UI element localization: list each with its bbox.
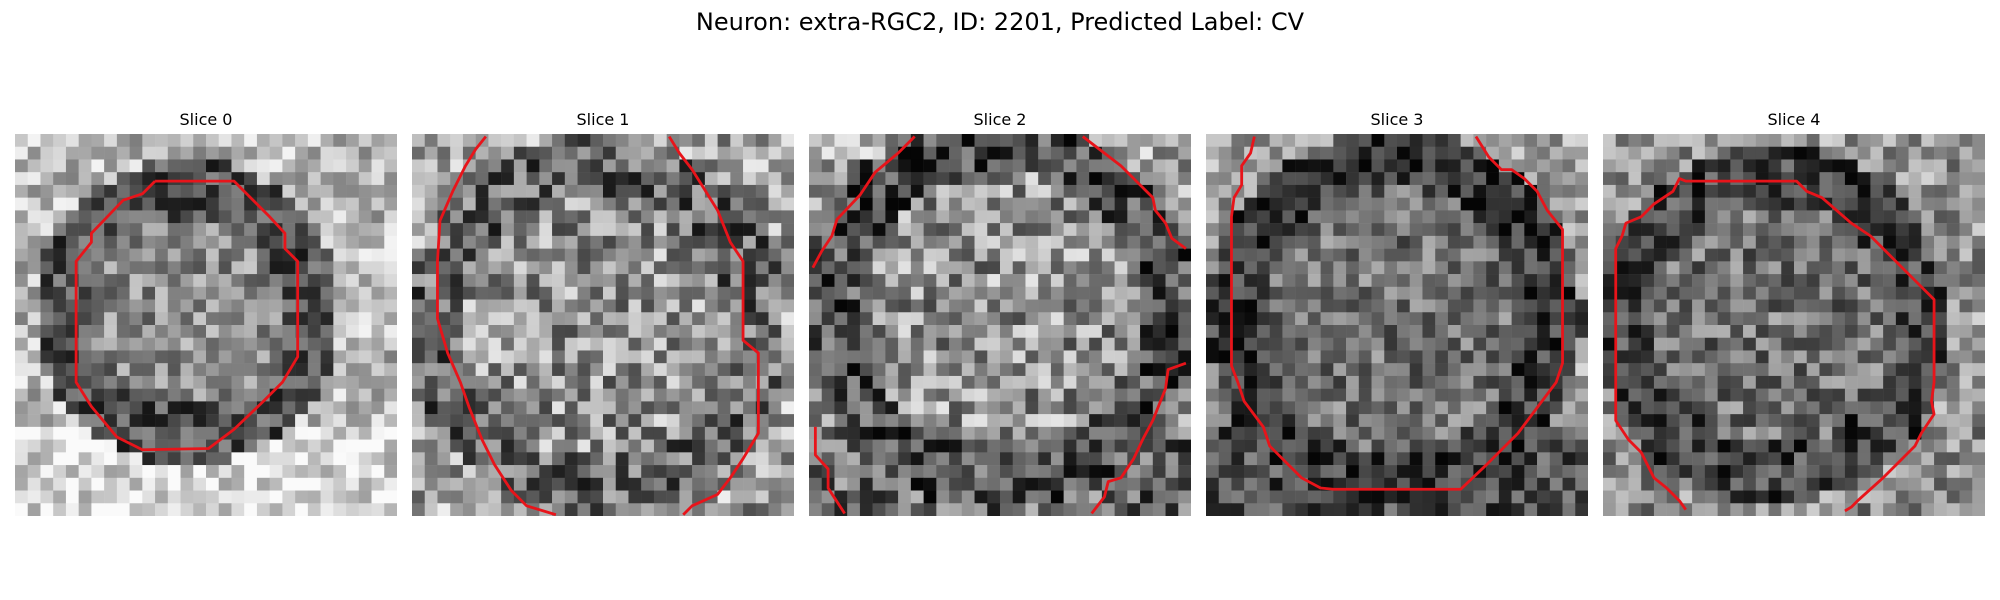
slice-contour-2-top-right [1081, 135, 1187, 250]
slice-pixels-4 [1603, 134, 1985, 516]
slice-contour-3-left [1230, 135, 1564, 491]
slice-title-4: Slice 4 [1767, 110, 1821, 129]
slice-contour-1 [436, 135, 557, 516]
slice-panel-1: Slice 1 [412, 110, 794, 522]
slice-image-1 [412, 134, 794, 516]
slice-panel-4: Slice 4 [1603, 110, 1985, 522]
slice-pixels-0 [15, 134, 397, 516]
slice-contour-4 [1614, 177, 1936, 513]
slice-title-2: Slice 2 [973, 110, 1027, 129]
slice-panel-3: Slice 3 [1206, 110, 1588, 522]
figure-title: Neuron: extra-RGC2, ID: 2201, Predicted … [695, 8, 1305, 36]
slice-title-3: Slice 3 [1370, 110, 1424, 129]
slice-image-4 [1603, 134, 1985, 516]
slice-contour-1-right [668, 135, 760, 516]
slice-pixels-2 [809, 134, 1191, 516]
slice-image-0 [15, 134, 397, 516]
slice-pixels-1 [412, 134, 794, 516]
slice-image-3 [1206, 134, 1588, 516]
slice-contour-0 [74, 179, 300, 452]
slice-title-0: Slice 0 [179, 110, 233, 129]
slice-panel-2: Slice 2 [809, 110, 1191, 522]
slice-panel-0: Slice 0 [15, 110, 397, 522]
slice-contour-2-bottom-right [1090, 361, 1187, 515]
slice-contour-2-bottom-left [813, 426, 846, 515]
slice-title-1: Slice 1 [576, 110, 630, 129]
slice-image-2 [809, 134, 1191, 516]
slice-pixels-3 [1206, 134, 1588, 516]
slice-contour-2-top-left [811, 135, 916, 269]
